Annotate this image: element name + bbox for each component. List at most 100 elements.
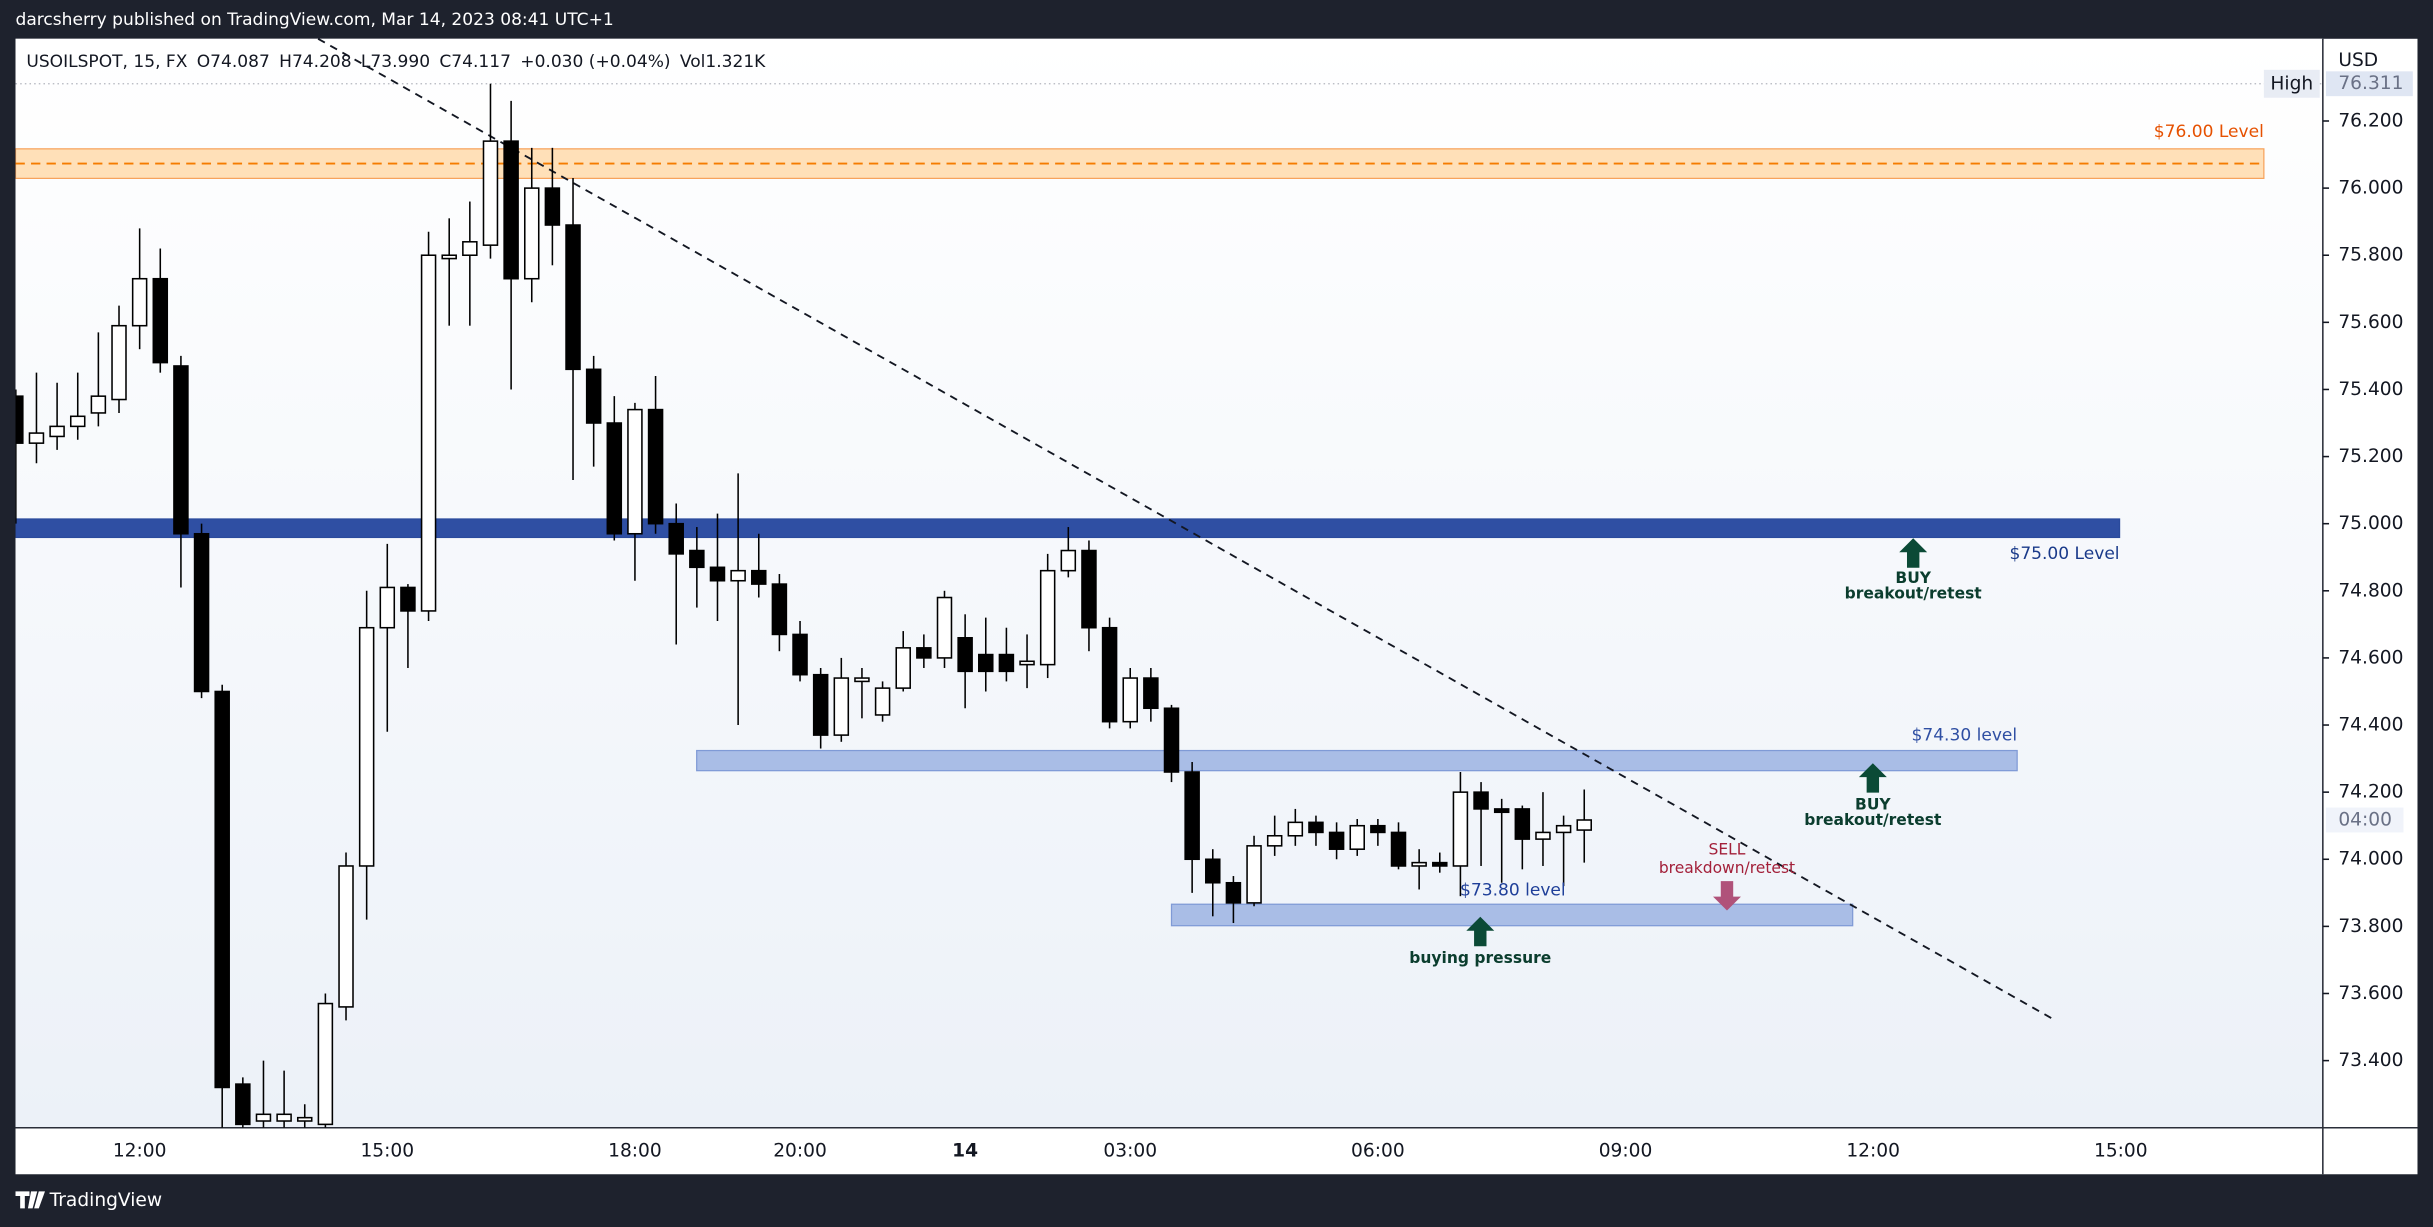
candle-body: [49, 425, 65, 438]
candle-body: [1287, 821, 1304, 837]
candle-body: [28, 432, 45, 444]
x-tick-label: 14: [952, 1140, 978, 1161]
y-tick-label: 74.600: [2338, 647, 2403, 668]
x-tick-label: 20:00: [773, 1140, 827, 1161]
candle-body: [1473, 791, 1489, 810]
high-price-box: [2325, 71, 2413, 97]
candle-body: [1411, 861, 1427, 867]
high-marker-box: [2263, 69, 2320, 98]
candle-body: [1452, 791, 1469, 867]
candle-body: [173, 365, 189, 535]
candle-body: [833, 677, 850, 736]
candle-body: [812, 673, 829, 736]
candle-body: [193, 532, 210, 693]
high-value: H74.208: [279, 52, 351, 72]
annotation: BUY breakout/retest: [1845, 538, 1982, 603]
candle-body: [1163, 707, 1180, 773]
arrow-down: [1713, 881, 1741, 911]
y-tick-label: 75.400: [2338, 379, 2403, 400]
candle-body: [462, 241, 478, 257]
candle-body: [358, 626, 375, 867]
candles-layer: [15, 83, 1593, 1128]
trend-line: [317, 37, 2057, 1022]
annotation: BUY breakout/retest: [1804, 763, 1942, 829]
candle-body: [1328, 831, 1345, 850]
candle-body: [90, 395, 107, 414]
candle-body: [152, 277, 169, 364]
y-tick-label: 75.000: [2338, 513, 2403, 534]
candle-body: [647, 408, 664, 525]
currency-label: USD: [2338, 50, 2378, 71]
candle-body: [565, 224, 581, 371]
high-price-label: 76.311: [2338, 73, 2403, 94]
candle-body: [1308, 821, 1324, 834]
candle-body: [1576, 819, 1593, 831]
candle-body: [441, 254, 457, 260]
y-tick-label: 75.600: [2338, 312, 2403, 333]
annotation: buying pressure: [1409, 916, 1551, 967]
candle-body: [874, 687, 891, 716]
candle-body: [1493, 808, 1510, 814]
level-label: $76.00 Level: [2154, 122, 2264, 142]
y-tick-label: 74.200: [2338, 782, 2403, 803]
candle-body: [1555, 824, 1572, 834]
high-marker-label: High: [2270, 73, 2313, 94]
annotation-text: breakdown/retest: [1659, 859, 1795, 877]
candle-body: [379, 586, 396, 629]
candle-body: [1019, 660, 1035, 666]
close-value: C74.117: [439, 52, 511, 72]
annotation-text: breakout/retest: [1804, 811, 1942, 829]
level-label: $74.30 level: [1912, 725, 2018, 745]
countdown-label: 04:00: [2338, 810, 2392, 831]
candle-body: [730, 569, 746, 582]
candle-body: [627, 408, 643, 535]
candle-body: [1060, 549, 1077, 572]
annotation-title: SELL: [1709, 841, 1746, 859]
candle-body: [895, 647, 911, 689]
y-tick-label: 75.800: [2338, 245, 2403, 266]
candle-body: [69, 415, 86, 428]
candle-body: [936, 596, 953, 659]
annotation-title: BUY: [1855, 796, 1891, 814]
candle-body: [1390, 831, 1407, 867]
low-value: L73.990: [361, 52, 430, 72]
y-tick-label: 74.400: [2338, 715, 2403, 736]
candle-body: [338, 865, 354, 1008]
annotation-text: buying pressure: [1409, 949, 1551, 967]
candle-body: [15, 395, 24, 444]
candle-body: [1514, 808, 1531, 840]
y-tick-label: 74.800: [2338, 580, 2403, 601]
candle-body: [998, 653, 1015, 673]
candle-body: [214, 690, 230, 1089]
candle-body: [1039, 569, 1056, 666]
candle-body: [1349, 824, 1365, 850]
x-tick-label: 12:00: [1846, 1140, 1900, 1161]
plot-area: [15, 38, 2323, 1128]
candle-body: [606, 422, 623, 535]
symbol: USOILSPOT, 15, FX: [26, 52, 187, 72]
y-tick-label: 73.400: [2338, 1050, 2403, 1071]
x-tick-label: 18:00: [608, 1140, 662, 1161]
candle-body: [420, 254, 437, 612]
candle-body: [317, 1002, 334, 1126]
candle-body: [296, 1116, 313, 1122]
y-tick-label: 74.000: [2338, 849, 2403, 870]
candle-body: [1143, 677, 1159, 710]
countdown-box: [2325, 807, 2404, 833]
candle-body: [668, 522, 684, 555]
candle-body: [1370, 824, 1386, 834]
arrow-up: [1899, 538, 1928, 568]
candle-body: [1535, 831, 1551, 840]
candle-body: [916, 647, 932, 659]
x-tick-label: 09:00: [1599, 1140, 1653, 1161]
candle-body: [503, 140, 519, 280]
level-zone: [1170, 903, 1854, 927]
candle-body: [482, 140, 499, 246]
annotation-title: BUY: [1895, 569, 1931, 587]
y-tick-label: 75.200: [2338, 446, 2403, 467]
candle-body: [1432, 861, 1448, 867]
candle-body: [854, 677, 870, 683]
level-label: $75.00 Level: [2009, 544, 2119, 564]
candle-body: [111, 324, 127, 401]
